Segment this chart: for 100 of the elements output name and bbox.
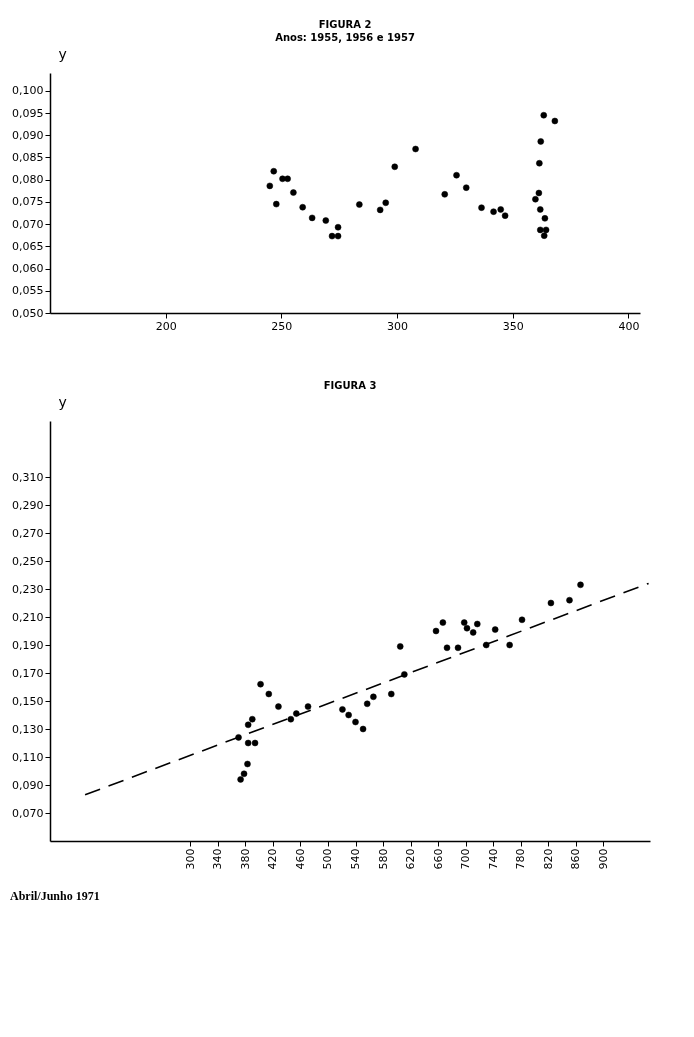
y-tick-label: 0,190 <box>12 638 44 652</box>
x-tick-label: 740 <box>486 848 500 870</box>
point <box>453 171 460 179</box>
point <box>401 671 408 678</box>
point <box>469 629 477 636</box>
point <box>293 710 300 717</box>
chart-title: FIGURA 2 <box>318 19 372 30</box>
y-tick-label: 0,085 <box>12 150 44 164</box>
point <box>501 212 509 219</box>
point <box>478 204 485 211</box>
point <box>290 189 297 196</box>
point <box>363 700 371 708</box>
y-tick-label: 0,065 <box>12 239 44 253</box>
point <box>345 711 352 719</box>
chart-subtitle: Anos: 1955, 1956 e 1957 <box>275 32 415 43</box>
x-tick-label: 900 <box>596 848 610 870</box>
point <box>266 182 274 190</box>
point <box>460 619 468 626</box>
point <box>251 739 259 747</box>
point <box>490 208 497 215</box>
x-tick-label: 500 <box>321 848 335 870</box>
y-tick-label: 0,170 <box>12 666 44 680</box>
point <box>566 596 573 604</box>
y-tick-label: 0,210 <box>12 610 44 624</box>
y-tick-label: 0,080 <box>12 173 44 187</box>
point <box>334 232 342 240</box>
x-tick-label: 420 <box>266 848 280 870</box>
point <box>265 690 273 698</box>
point <box>432 627 440 635</box>
y-tick-label: 0,070 <box>12 217 44 231</box>
point <box>356 201 363 208</box>
y-tick-label: 0,130 <box>12 722 44 736</box>
y-tick-label: 0,310 <box>12 470 44 484</box>
y-tick-label: 0,090 <box>12 128 44 142</box>
y-axis-title: y <box>58 45 67 62</box>
point <box>551 117 559 125</box>
point <box>244 760 251 768</box>
y-tick-label: 0,290 <box>12 498 44 512</box>
point <box>441 191 448 198</box>
y-tick-label: 0,270 <box>12 526 44 540</box>
point <box>506 641 513 649</box>
x-tick-label: 200 <box>155 319 177 333</box>
x-tick-label: 350 <box>502 319 524 333</box>
point <box>237 776 244 783</box>
point <box>240 770 248 778</box>
point <box>537 226 544 234</box>
point <box>463 624 471 632</box>
y-tick-label: 0,150 <box>12 694 44 708</box>
point <box>244 721 252 729</box>
point <box>491 626 499 633</box>
text: Abril/Junho 1971 <box>10 889 100 903</box>
y-tick-label: 0,060 <box>12 262 44 276</box>
point <box>537 138 544 145</box>
y-tick-label: 0,230 <box>12 582 44 596</box>
x-tick-label: 700 <box>459 848 473 870</box>
point <box>299 203 306 211</box>
y-tick-label: 0,095 <box>12 106 44 120</box>
point <box>542 226 550 234</box>
point <box>235 734 242 741</box>
point <box>249 715 256 723</box>
point <box>273 200 280 208</box>
point <box>339 706 346 713</box>
x-tick-label: 250 <box>271 319 293 333</box>
point <box>287 715 295 723</box>
x-tick-label: 300 <box>183 848 197 870</box>
chart-title: FIGURA 3 <box>323 380 377 391</box>
point <box>322 217 330 224</box>
point <box>382 199 389 207</box>
point <box>352 718 359 726</box>
point <box>308 214 316 222</box>
x-tick-label: 380 <box>238 848 252 870</box>
point <box>540 111 547 119</box>
point <box>388 690 395 698</box>
point <box>454 644 462 652</box>
point <box>244 739 252 747</box>
point <box>376 206 384 214</box>
point <box>439 619 447 626</box>
x-tick-label: 540 <box>349 848 362 870</box>
y-axis-title: y <box>58 393 67 410</box>
point <box>535 189 543 197</box>
y-tick-label: 0,070 <box>12 806 44 820</box>
x-tick-label: 780 <box>514 848 528 870</box>
y-tick-label: 0,110 <box>12 750 44 764</box>
x-tick-label: 860 <box>569 848 583 870</box>
y-tick-label: 0,075 <box>12 195 44 209</box>
point <box>497 206 504 213</box>
y-tick-label: 0,100 <box>12 84 44 98</box>
x-tick-label: 660 <box>431 848 445 870</box>
point <box>257 680 264 688</box>
point <box>396 643 404 650</box>
point <box>474 620 481 628</box>
point <box>541 215 549 222</box>
point <box>537 206 544 213</box>
point <box>284 175 291 183</box>
y-tick-label: 0,050 <box>12 306 44 320</box>
point <box>443 644 451 652</box>
x-tick-label: 580 <box>376 848 390 870</box>
point <box>270 167 277 175</box>
x-tick-label: 460 <box>293 848 307 870</box>
point <box>391 163 398 171</box>
